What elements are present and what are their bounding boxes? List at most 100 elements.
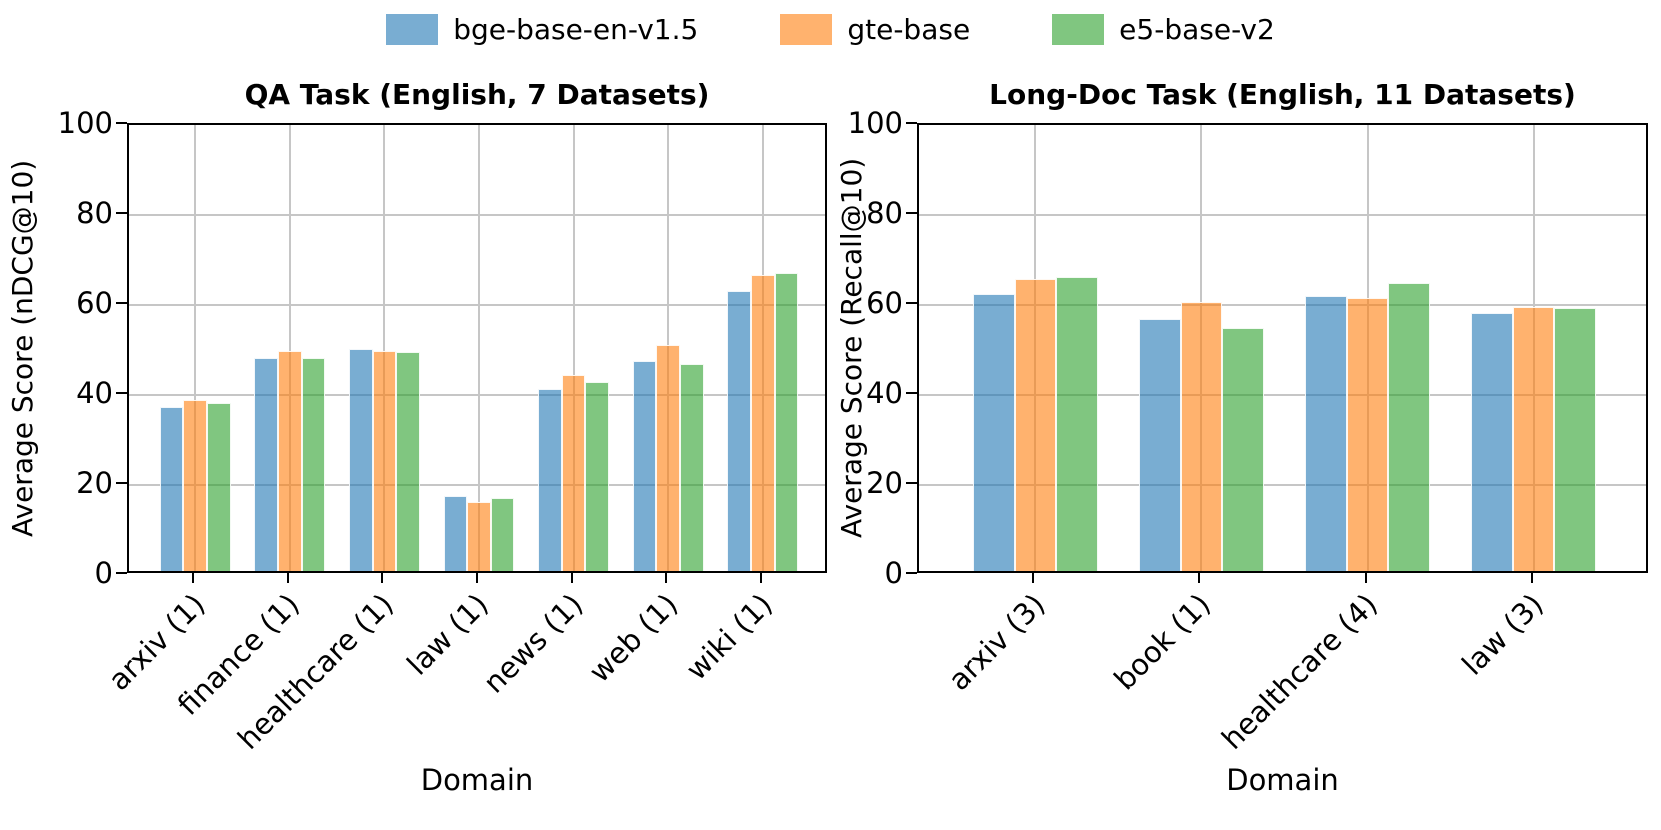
bar-bge-base-en-v1.5-web (1): [632, 360, 657, 571]
bar-e5-base-v2-law (1): [490, 498, 515, 571]
y-tick-label: 0: [94, 556, 113, 590]
legend: bge-base-en-v1.5 gte-base e5-base-v2: [0, 14, 1661, 45]
bar-e5-base-v2-arxiv (3): [1056, 277, 1098, 571]
bar-e5-base-v2-finance (1): [301, 358, 326, 571]
x-tick-mark: [1530, 573, 1533, 583]
bar-gte-base-news (1): [561, 375, 586, 571]
bar-bge-base-en-v1.5-healthcare (4): [1305, 295, 1347, 571]
legend-item-bge: bge-base-en-v1.5: [386, 14, 698, 45]
x-tick-mark: [476, 573, 478, 583]
y-gridline: [919, 484, 1646, 486]
y-tick-mark: [906, 122, 917, 124]
y-tick-mark: [906, 482, 917, 484]
bar-gte-base-arxiv (3): [1014, 278, 1057, 571]
qa-task-chart: QA Task (English, 7 Datasets) Average Sc…: [6, 78, 827, 797]
chart-title: Long-Doc Task (English, 11 Datasets): [989, 78, 1576, 111]
y-tick-label: 80: [76, 196, 113, 230]
legend-label: gte-base: [847, 12, 971, 46]
x-gridline: [478, 125, 480, 571]
y-tick-mark: [906, 392, 917, 394]
chart-title: QA Task (English, 7 Datasets): [244, 78, 710, 111]
bar-bge-base-en-v1.5-arxiv (1): [159, 406, 184, 571]
bar-bge-base-en-v1.5-arxiv (3): [972, 294, 1015, 571]
y-tick-label: 80: [866, 196, 903, 230]
y-gridline: [129, 304, 825, 306]
y-tick-label: 20: [76, 466, 113, 500]
legend-label: bge-base-en-v1.5: [453, 12, 699, 46]
y-tick-label: 60: [866, 286, 903, 320]
bar-e5-base-v2-web (1): [680, 364, 704, 571]
plot-area: [917, 123, 1648, 573]
bar-bge-base-en-v1.5-healthcare (1): [348, 348, 373, 571]
bar-bge-base-en-v1.5-wiki (1): [727, 290, 751, 571]
y-gridline: [129, 214, 825, 216]
bar-e5-base-v2-wiki (1): [774, 272, 799, 571]
x-tick-mark: [1032, 573, 1035, 583]
x-tick-mark: [192, 573, 195, 583]
bar-gte-base-finance (1): [277, 350, 302, 571]
y-tick-label: 20: [866, 466, 903, 500]
y-gridline: [129, 484, 825, 486]
y-tick-mark: [116, 122, 127, 124]
bar-e5-base-v2-news (1): [585, 382, 610, 571]
bar-bge-base-en-v1.5-law (3): [1471, 313, 1513, 571]
y-axis-label: Average Score (nDCG@10): [6, 159, 39, 537]
x-tick-mark: [381, 573, 384, 583]
bar-gte-base-law (3): [1512, 307, 1555, 571]
y-tick-label: 40: [76, 376, 113, 410]
legend-swatch-green-icon: [1052, 14, 1105, 45]
y-tick-mark: [116, 572, 127, 574]
y-gridline: [129, 394, 825, 396]
bar-e5-base-v2-law (3): [1554, 307, 1596, 571]
y-tick-mark: [906, 212, 917, 214]
x-tick-label: law (1): [400, 587, 496, 682]
y-tick-label: 60: [76, 286, 113, 320]
y-tick-label: 100: [57, 106, 113, 140]
x-gridline: [288, 125, 291, 571]
y-tick-label: 0: [884, 556, 903, 590]
x-axis-label: Domain: [420, 763, 534, 797]
x-tick-label: web (1): [582, 587, 685, 690]
x-tick-mark: [286, 573, 289, 583]
legend-item-e5: e5-base-v2: [1052, 14, 1275, 45]
plot-area: [127, 123, 827, 573]
x-tick-mark: [1364, 573, 1367, 583]
y-gridline: [919, 394, 1646, 396]
x-tick-label: law (3): [1455, 587, 1550, 682]
bar-e5-base-v2-arxiv (1): [207, 402, 231, 571]
legend-item-gte: gte-base: [780, 14, 970, 45]
bar-bge-base-en-v1.5-book (1): [1139, 319, 1181, 571]
y-tick-mark: [116, 392, 127, 394]
x-tick-label: arxiv (3): [941, 587, 1052, 698]
x-gridline: [194, 125, 197, 571]
y-gridline: [919, 304, 1646, 306]
x-axis-label: Domain: [1226, 763, 1339, 797]
x-tick-mark: [759, 573, 762, 583]
x-tick-mark: [1198, 573, 1201, 583]
bar-gte-base-healthcare (1): [372, 350, 397, 571]
bar-e5-base-v2-book (1): [1222, 327, 1264, 571]
y-tick-mark: [116, 302, 127, 304]
bar-gte-base-law (1): [467, 501, 491, 571]
bar-bge-base-en-v1.5-finance (1): [254, 358, 278, 571]
legend-swatch-blue-icon: [386, 14, 439, 45]
y-axis-label: Average Score (Recall@10): [835, 157, 868, 539]
y-tick-mark: [116, 482, 127, 484]
x-tick-label: news (1): [476, 587, 590, 700]
bar-bge-base-en-v1.5-law (1): [443, 495, 468, 571]
longdoc-task-chart: Long-Doc Task (English, 11 Datasets) Ave…: [835, 78, 1648, 797]
x-gridline: [383, 125, 386, 571]
y-tick-label: 100: [847, 106, 903, 140]
x-gridline: [572, 125, 575, 571]
x-tick-mark: [570, 573, 573, 583]
x-tick-label: wiki (1): [679, 587, 779, 687]
bar-bge-base-en-v1.5-news (1): [538, 388, 562, 571]
x-tick-mark: [665, 573, 668, 583]
bar-gte-base-web (1): [656, 345, 680, 571]
y-gridline: [919, 214, 1646, 216]
bar-gte-base-healthcare (4): [1346, 298, 1389, 571]
y-tick-mark: [116, 212, 127, 214]
bar-e5-base-v2-healthcare (4): [1388, 283, 1430, 571]
legend-label: e5-base-v2: [1119, 12, 1275, 46]
